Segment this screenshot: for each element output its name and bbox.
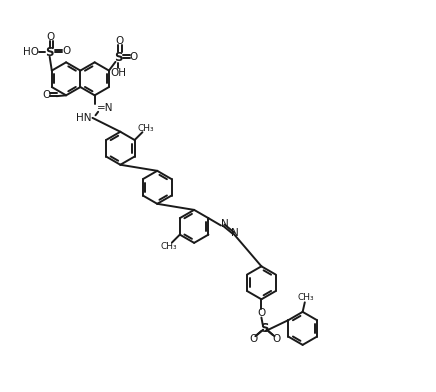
Text: N: N <box>221 219 229 229</box>
Text: O: O <box>129 52 138 62</box>
Text: O: O <box>43 90 51 100</box>
Text: CH₃: CH₃ <box>138 124 154 133</box>
Text: O: O <box>62 47 70 56</box>
Text: O: O <box>257 308 266 318</box>
Text: CH₃: CH₃ <box>297 294 314 303</box>
Text: S: S <box>114 51 123 64</box>
Text: HO: HO <box>23 47 38 57</box>
Text: O: O <box>47 32 55 42</box>
Text: OH: OH <box>110 68 126 78</box>
Text: HN: HN <box>76 113 91 123</box>
Text: N: N <box>232 228 239 238</box>
Text: =N: =N <box>97 103 113 113</box>
Text: O: O <box>249 334 258 344</box>
Text: CH₃: CH₃ <box>160 242 177 251</box>
Text: O: O <box>116 36 124 47</box>
Text: S: S <box>45 46 54 59</box>
Text: S: S <box>260 322 268 335</box>
Text: O: O <box>272 334 280 344</box>
